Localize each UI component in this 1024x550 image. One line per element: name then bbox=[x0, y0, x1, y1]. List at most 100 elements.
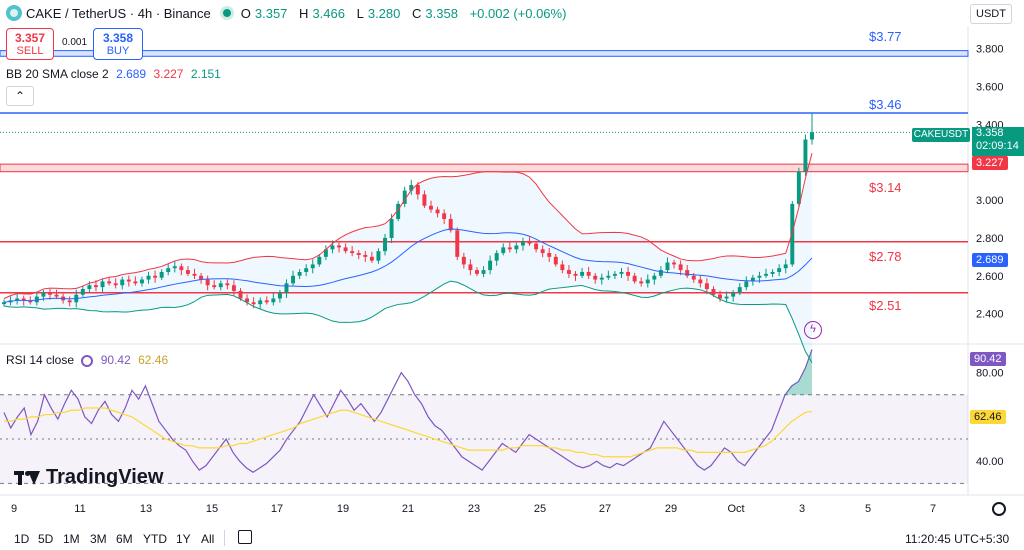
candle-body bbox=[185, 270, 190, 274]
candle-body bbox=[685, 270, 690, 276]
bb-legend[interactable]: BB 20 SMA close 2 2.689 3.227 2.151 bbox=[6, 67, 221, 81]
change-value: +0.002 (+0.06%) bbox=[469, 5, 567, 21]
bb-upper-value: 3.227 bbox=[153, 67, 184, 81]
candle-body bbox=[199, 275, 204, 280]
clock-time[interactable]: 11:20:45 UTC+5:30 bbox=[905, 532, 1010, 546]
buy-label: BUY bbox=[106, 45, 130, 57]
candle-body bbox=[218, 283, 223, 288]
rsi-ma-line bbox=[4, 407, 813, 458]
candle-body bbox=[461, 256, 466, 265]
candle-body bbox=[672, 262, 677, 265]
candle-body bbox=[750, 277, 755, 282]
candle-body bbox=[67, 300, 72, 303]
bb-label: BB 20 SMA close 2 bbox=[6, 67, 109, 81]
candle-body bbox=[553, 256, 558, 265]
candle-body bbox=[80, 289, 85, 295]
candle-body bbox=[356, 253, 361, 255]
candle-body bbox=[783, 264, 788, 269]
rsi-overbought-fill bbox=[785, 349, 812, 395]
candle-body bbox=[665, 262, 670, 271]
candle-body bbox=[691, 275, 696, 280]
calendar-icon[interactable] bbox=[238, 530, 252, 544]
candle-body bbox=[363, 254, 368, 257]
candle-body bbox=[153, 275, 158, 278]
bb-basis-value: 2.689 bbox=[116, 67, 147, 81]
x-tick-label: 9 bbox=[10, 503, 18, 515]
symbol-tag: CAKEUSDT bbox=[912, 128, 970, 142]
candle-body bbox=[120, 279, 125, 286]
market-open-icon bbox=[222, 9, 231, 17]
range-1d[interactable]: 1D bbox=[14, 532, 30, 546]
price-tick-label: 3.000 bbox=[976, 195, 1004, 207]
candle-body bbox=[645, 279, 650, 284]
level-label-346: $3.46 bbox=[869, 97, 902, 112]
candle-body bbox=[415, 184, 420, 195]
buy-button[interactable]: 3.358 BUY bbox=[93, 28, 143, 60]
x-tick-label: 15 bbox=[205, 503, 219, 515]
sell-label: SELL bbox=[16, 45, 44, 57]
candle-body bbox=[2, 302, 6, 305]
candle-body bbox=[396, 203, 401, 220]
rsi-line bbox=[3, 349, 813, 473]
candle-body bbox=[744, 281, 749, 288]
candle-body bbox=[704, 283, 709, 290]
rsi-settings-icon[interactable] bbox=[81, 354, 94, 367]
candle-body bbox=[304, 268, 309, 272]
x-tick-label: 29 bbox=[664, 503, 678, 515]
candle-body bbox=[231, 285, 236, 291]
x-tick-label: 23 bbox=[467, 503, 481, 515]
candle-body bbox=[718, 294, 723, 299]
candle-body bbox=[166, 268, 171, 272]
range-5d[interactable]: 5D bbox=[38, 532, 54, 546]
candle-body bbox=[323, 249, 328, 257]
candle-body bbox=[34, 296, 39, 303]
candle-body bbox=[271, 298, 276, 303]
range-1m[interactable]: 1M bbox=[63, 532, 80, 546]
x-tick-label: 21 bbox=[401, 503, 415, 515]
candle-body bbox=[586, 271, 591, 276]
candle-body bbox=[678, 264, 683, 271]
candle-body bbox=[41, 292, 46, 297]
range-1y[interactable]: 1Y bbox=[176, 532, 191, 546]
candle-body bbox=[560, 264, 565, 271]
bar-countdown: 02:09:14 bbox=[976, 140, 1019, 152]
candle-body bbox=[113, 283, 118, 286]
rsi-tag: 90.42 bbox=[970, 352, 1006, 366]
candle-body bbox=[520, 241, 525, 246]
range-ytd[interactable]: YTD bbox=[143, 532, 167, 546]
symbol-title[interactable]: CAKE / TetherUS · 4h · Binance bbox=[26, 5, 211, 21]
cake-logo-icon bbox=[6, 5, 22, 21]
range-3m[interactable]: 3M bbox=[90, 532, 107, 546]
sell-button[interactable]: 3.357 SELL bbox=[6, 28, 54, 60]
candle-body bbox=[639, 281, 644, 284]
rsi-legend[interactable]: RSI 14 close 90.42 62.46 bbox=[6, 353, 168, 367]
candle-body bbox=[534, 243, 539, 250]
rsi-value: 90.42 bbox=[100, 353, 131, 367]
price-tick-label: 3.600 bbox=[976, 82, 1004, 94]
candle-body bbox=[619, 271, 624, 274]
candle-body bbox=[54, 294, 59, 297]
currency-selector[interactable]: USDT bbox=[970, 4, 1012, 24]
candle-body bbox=[383, 237, 387, 252]
gear-icon[interactable] bbox=[992, 502, 1006, 516]
candle-body bbox=[540, 249, 545, 254]
x-tick-label: 7 bbox=[929, 503, 937, 515]
sell-price: 3.357 bbox=[14, 31, 46, 45]
candle-body bbox=[527, 241, 532, 244]
candle-body bbox=[258, 300, 263, 305]
toolbar-divider bbox=[224, 530, 225, 546]
candle-body bbox=[146, 275, 151, 280]
candle-body bbox=[599, 277, 604, 280]
range-6m[interactable]: 6M bbox=[116, 532, 133, 546]
range-all[interactable]: All bbox=[201, 532, 215, 546]
bb-basis-line bbox=[3, 228, 813, 303]
chevron-up-icon[interactable]: ⌃ bbox=[6, 86, 34, 106]
candle-body bbox=[192, 273, 197, 276]
tradingview-text: TradingView bbox=[46, 466, 164, 488]
lightning-icon[interactable]: ϟ bbox=[804, 321, 822, 339]
rsi-label: RSI 14 close bbox=[6, 353, 75, 367]
x-tick-label: 11 bbox=[74, 503, 86, 515]
tradingview-logo: TradingView bbox=[14, 466, 163, 489]
close-value: 3.358 bbox=[425, 5, 458, 21]
